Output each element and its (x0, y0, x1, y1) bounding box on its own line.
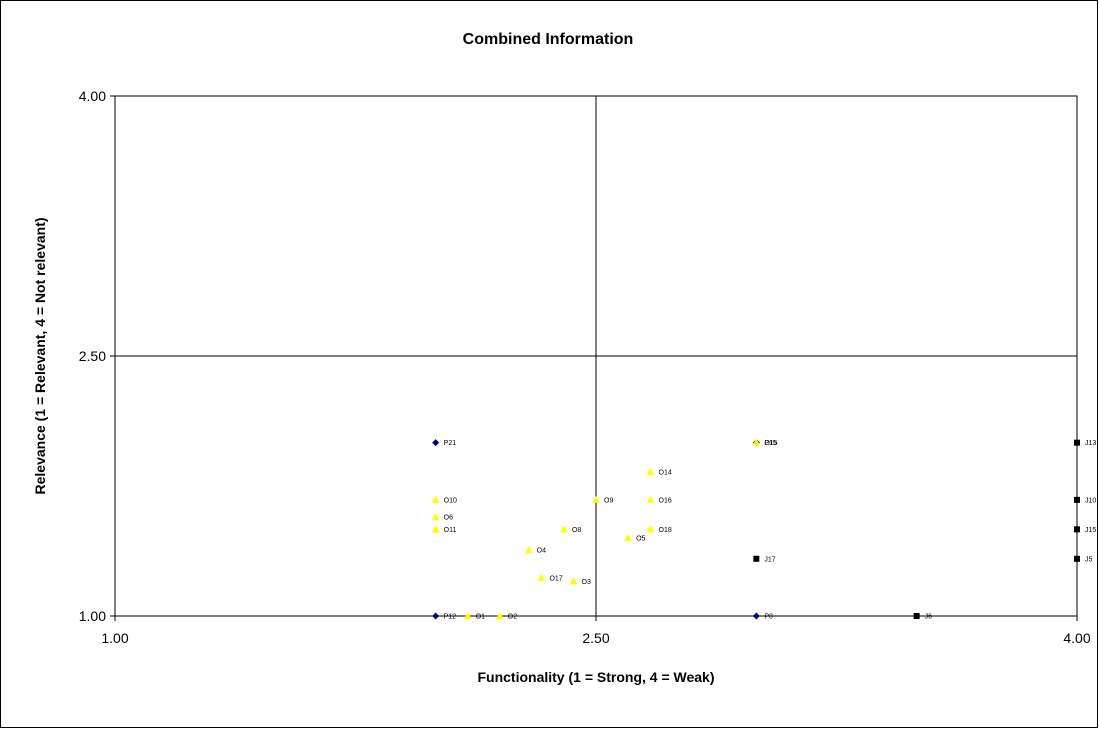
x-tick-label: 1.00 (101, 630, 128, 646)
point-label: J10 (1085, 497, 1096, 504)
point-label: O6 (444, 515, 453, 522)
point-label: J13 (1085, 440, 1096, 447)
point-label: O2 (508, 614, 517, 621)
square-marker (753, 555, 760, 562)
triangle-marker (559, 525, 568, 533)
triangle-marker (431, 495, 440, 503)
triangle-marker (592, 495, 600, 503)
x-tick-label: 2.50 (582, 630, 609, 646)
point-label: O8 (572, 527, 581, 534)
triangle-marker (495, 612, 504, 619)
point-label: O11 (444, 527, 457, 534)
triangle-marker (463, 612, 472, 619)
triangle-marker (431, 513, 440, 521)
point-label: O18 (659, 527, 672, 534)
y-tick-label: 2.50 (79, 348, 106, 364)
triangle-marker (569, 577, 578, 585)
point-label: O17 (549, 575, 562, 582)
point-label: J17 (764, 556, 775, 563)
y-tick-label: 4.00 (79, 88, 106, 104)
point-label: J6 (925, 614, 933, 621)
point-label: O5 (636, 536, 645, 543)
point-label: P8 (764, 614, 773, 621)
point-label: P15 (764, 440, 777, 447)
point-label: O9 (604, 497, 613, 504)
diamond-marker (752, 612, 760, 620)
point-label: O1 (476, 614, 485, 621)
triangle-marker (646, 468, 655, 476)
point-label: O3 (582, 579, 591, 586)
point-label: P12 (444, 614, 457, 621)
triangle-marker (646, 525, 655, 533)
triangle-marker (431, 525, 440, 533)
data-labels: P21 P12 P8 P15 O10 O6 O11 O1 O2 O4 O17 O3 O8 O9 O5 O14 O… (444, 440, 1097, 620)
point-label: P21 (444, 440, 457, 447)
chart-title: Combined Information (463, 31, 634, 48)
triangle-marker (524, 546, 533, 554)
diamond-marker (432, 612, 440, 620)
x-tick-label: 4.00 (1063, 630, 1090, 646)
triangle-marker (752, 438, 761, 446)
point-label: O10 (444, 497, 457, 504)
square-marker (1074, 526, 1080, 533)
point-label: J15 (1085, 527, 1096, 534)
point-label: O4 (537, 548, 546, 555)
triangle-marker (624, 534, 633, 541)
square-marker (1074, 555, 1080, 562)
square-marker (1074, 496, 1080, 503)
y-axis-title: Relevance (1 = Relevant, 4 = Not relevan… (32, 217, 48, 494)
y-tick-label: 1.00 (79, 608, 106, 624)
square-marker (913, 613, 920, 619)
x-axis-title: Functionality (1 = Strong, 4 = Weak) (477, 669, 714, 685)
point-label: O14 (659, 470, 672, 477)
triangle-marker (537, 573, 546, 581)
point-label: O16 (659, 497, 672, 504)
axis-ticks: 1.00 2.50 4.00 1.00 2.50 4.00 (79, 88, 1091, 646)
point-label: J5 (1085, 556, 1093, 563)
point-label: O15 (764, 440, 777, 447)
square-marker (1074, 439, 1080, 446)
diamond-marker (432, 439, 440, 447)
data-points (431, 438, 1080, 620)
triangle-marker (646, 495, 655, 503)
